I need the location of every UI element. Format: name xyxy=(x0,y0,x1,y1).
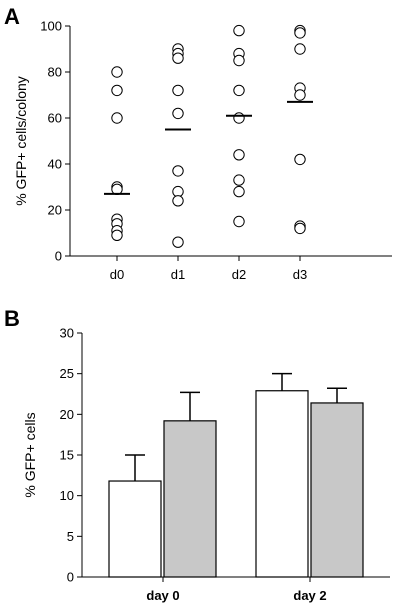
data-point xyxy=(233,54,245,67)
x-tick-label: day 2 xyxy=(293,588,326,603)
data-point xyxy=(111,229,123,242)
data-point xyxy=(294,153,306,166)
y-axis-label: % GFP+ cells/colony xyxy=(13,76,29,206)
x-tick-label: d0 xyxy=(110,267,124,282)
panel-a-scatter-chart: 0 20 40 60 80 100 % GFP+ cells/colony d0 d1 d2 d3 xyxy=(13,19,392,282)
data-point xyxy=(233,24,245,37)
bar xyxy=(163,420,217,578)
x-tick-label: day 0 xyxy=(146,588,179,603)
data-point xyxy=(233,215,245,228)
data-point xyxy=(233,112,245,124)
data-point xyxy=(294,43,306,55)
x-tick-label: d2 xyxy=(232,267,246,282)
y-tick-label: 25 xyxy=(60,366,74,381)
y-tick-label: 15 xyxy=(60,448,74,463)
data-point xyxy=(172,165,184,177)
data-point xyxy=(233,185,245,198)
panel-b-letter: B xyxy=(4,306,20,331)
y-tick-label: 0 xyxy=(55,249,62,264)
data-point xyxy=(233,84,245,97)
data-point xyxy=(172,107,184,120)
data-point xyxy=(294,89,306,101)
data-point xyxy=(294,27,306,39)
panel-a-letter: A xyxy=(4,4,20,29)
y-tick-label: 10 xyxy=(60,488,74,503)
y-tick-label: 0 xyxy=(67,570,74,585)
data-point xyxy=(233,174,245,186)
x-tick-label: d3 xyxy=(293,267,307,282)
y-tick-label: 60 xyxy=(48,111,62,126)
bar xyxy=(310,402,364,578)
y-tick-label: 5 xyxy=(67,529,74,544)
y-tick-label: 40 xyxy=(48,157,62,172)
panel-b-bar-chart: 0 5 10 15 20 25 30 % GFP+ cells day 0 day 2 xyxy=(22,326,390,603)
y-tick-label: 30 xyxy=(60,326,74,341)
y-tick-label: 100 xyxy=(40,19,62,34)
data-point xyxy=(111,84,123,97)
y-tick-label: 20 xyxy=(60,407,74,422)
data-point xyxy=(111,66,123,78)
x-tick-label: d1 xyxy=(171,267,185,282)
data-point xyxy=(233,149,245,161)
data-point xyxy=(111,112,123,124)
data-point xyxy=(172,195,184,207)
data-point xyxy=(172,52,184,64)
data-point xyxy=(172,236,184,248)
data-point xyxy=(172,84,184,97)
bar xyxy=(108,480,162,578)
data-point xyxy=(294,222,306,235)
y-tick-label: 80 xyxy=(48,65,62,80)
bar xyxy=(255,390,309,578)
y-tick-label: 20 xyxy=(48,203,62,218)
y-axis-label: % GFP+ cells xyxy=(22,412,38,497)
